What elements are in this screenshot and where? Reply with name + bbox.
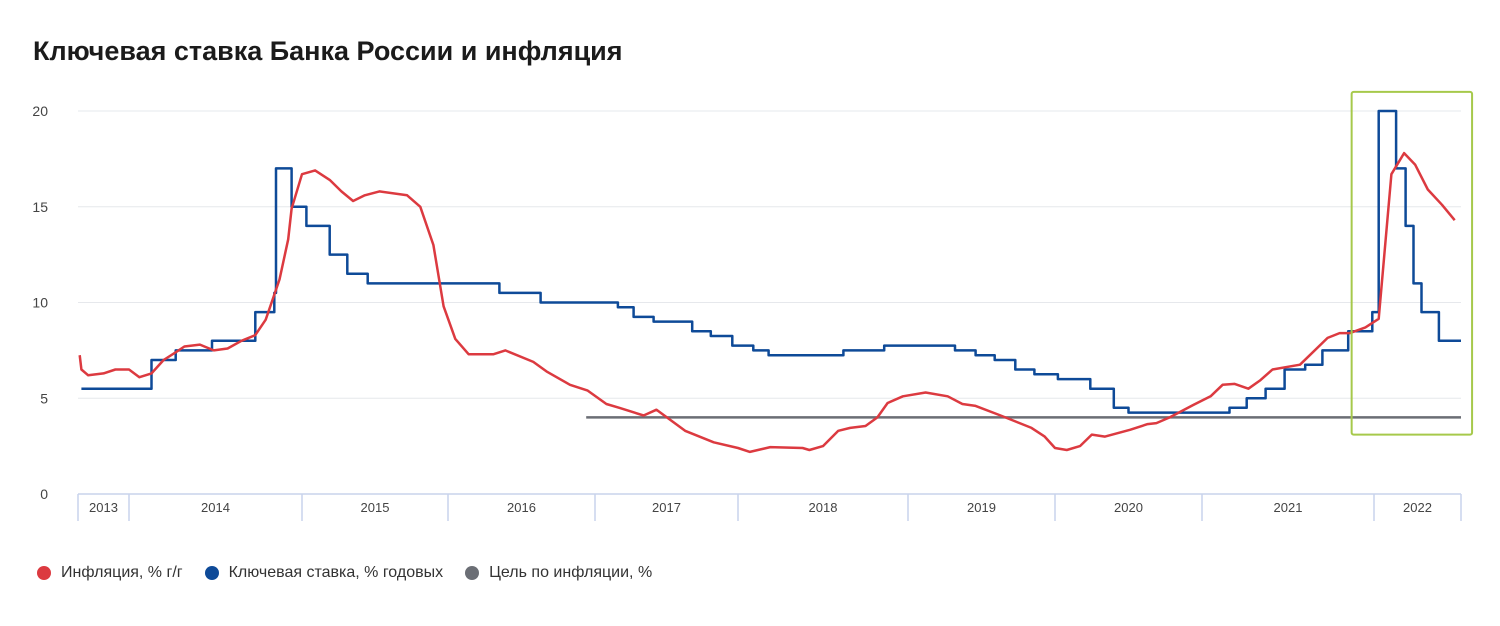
highlight-box xyxy=(1350,90,1474,436)
inflation-series-line xyxy=(78,151,1456,454)
x-tick-label: 2017 xyxy=(652,500,681,515)
legend-item-target[interactable]: Цель по инфляции, % xyxy=(465,564,652,582)
x-tick-label: 2022 xyxy=(1403,500,1432,515)
chart-legend: Инфляция, % г/г Ключевая ставка, % годовы… xyxy=(37,564,652,582)
x-tick-label: 2016 xyxy=(507,500,536,515)
legend-dot-icon xyxy=(204,566,219,580)
x-tick-label: 2015 xyxy=(361,500,390,515)
legend-dot-icon xyxy=(37,566,51,580)
x-tick-label: 2018 xyxy=(809,500,838,515)
x-tick-label: 2014 xyxy=(201,500,230,515)
y-tick-label: 5 xyxy=(40,390,48,406)
y-tick-label: 15 xyxy=(32,199,48,215)
y-tick-label: 0 xyxy=(40,486,48,502)
key-rate-series-line xyxy=(81,109,1461,414)
legend-dot-icon xyxy=(465,566,480,580)
y-tick-label: 10 xyxy=(32,295,48,311)
legend-label: Цель по инфляции, % xyxy=(489,564,653,581)
x-tick-label: 2020 xyxy=(1114,500,1143,515)
chart-title: Ключевая ставка Банка России и инфляция xyxy=(33,36,623,66)
legend-label: Ключевая ставка, % годовых xyxy=(228,564,444,581)
legend-item-inflation[interactable]: Инфляция, % г/г xyxy=(37,564,183,582)
y-tick-label: 20 xyxy=(32,103,48,119)
legend-item-key-rate[interactable]: Ключевая ставка, % годовых xyxy=(204,564,444,582)
x-tick-label: 2019 xyxy=(967,500,996,515)
legend-label: Инфляция, % г/г xyxy=(61,564,183,581)
x-tick-label: 2013 xyxy=(89,500,118,515)
x-tick-label: 2021 xyxy=(1274,500,1303,515)
